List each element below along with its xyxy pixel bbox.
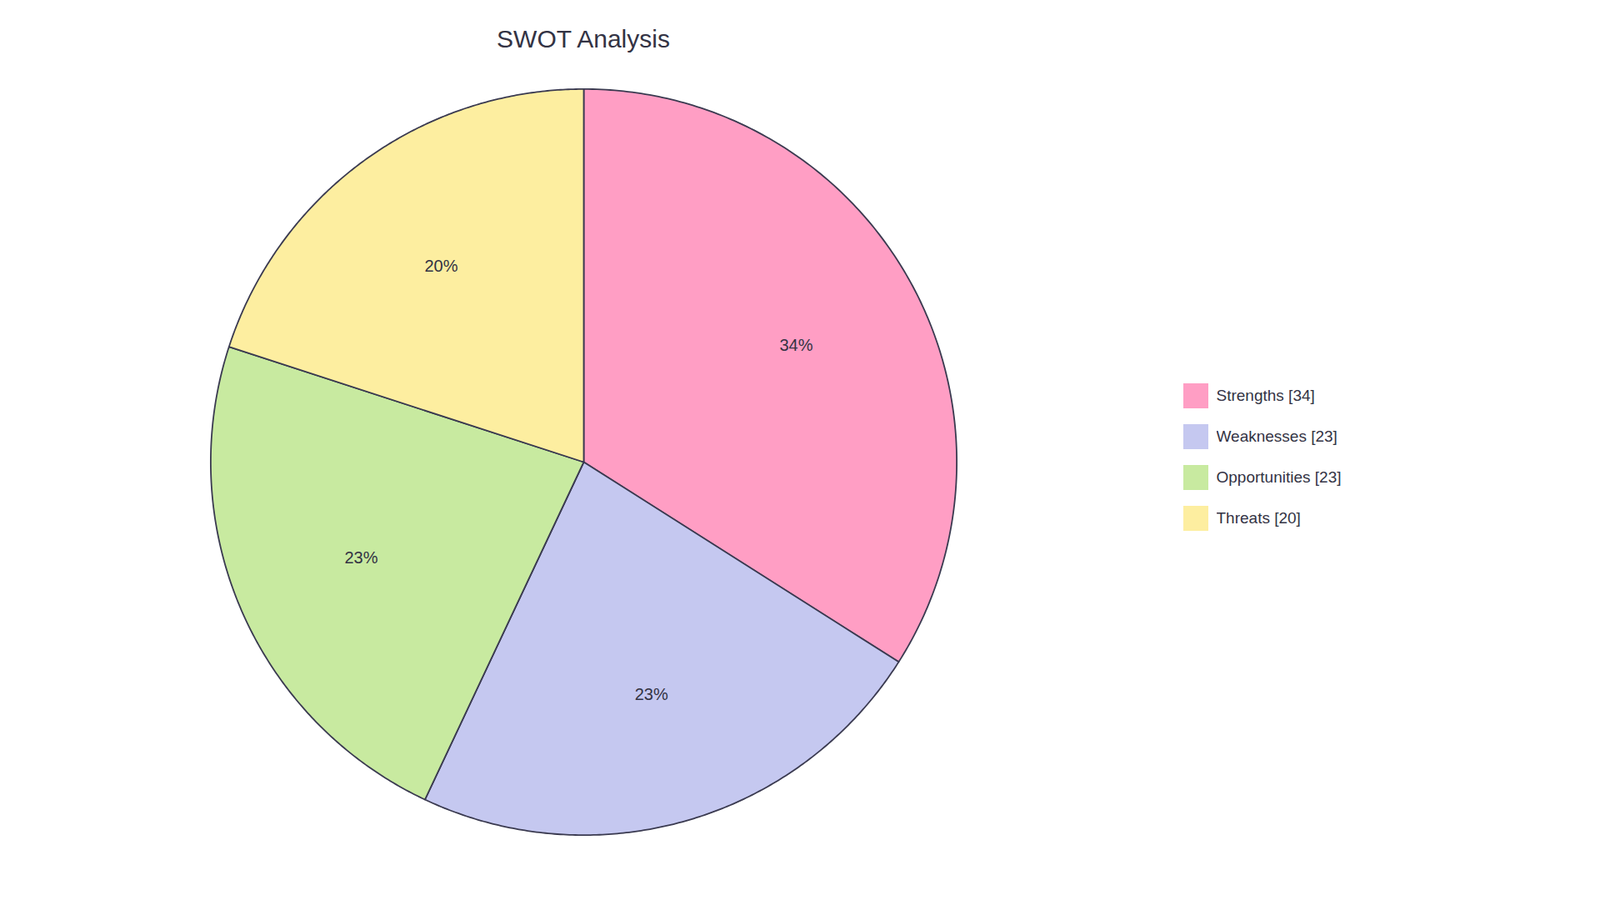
svg-text:23%: 23% [344,548,378,567]
svg-text:23%: 23% [635,685,669,704]
html-text:Opportunities [23]: Opportunities [23] [1216,468,1342,487]
svg-text:20%: 20% [424,256,458,275]
html-text:Threats [20]: Threats [20] [1216,509,1301,527]
html-text:SWOT Analysis: SWOT Analysis [496,25,670,53]
svg-text:34%: 34% [779,335,813,355]
html-text:Strengths [34]: Strengths [34] [1216,386,1315,405]
html-text:Weaknesses [23]: Weaknesses [23] [1216,427,1338,446]
